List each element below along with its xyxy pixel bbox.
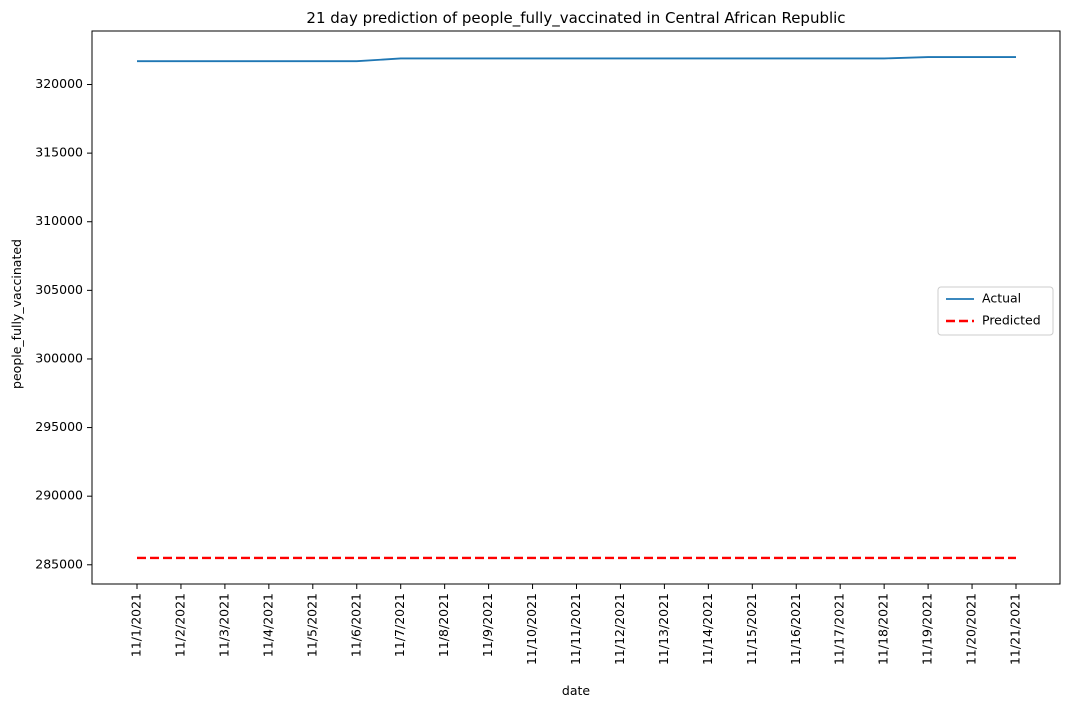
legend-label-actual: Actual — [982, 291, 1021, 306]
x-tick-label: 11/9/2021 — [480, 593, 495, 657]
y-tick-label: 285000 — [35, 556, 83, 571]
y-tick-label: 290000 — [35, 488, 83, 503]
x-tick-label: 11/7/2021 — [392, 593, 407, 657]
x-tick-label: 11/20/2021 — [964, 593, 979, 665]
x-tick-label: 11/8/2021 — [436, 593, 451, 657]
y-tick-label: 300000 — [35, 350, 83, 365]
x-tick-label: 11/6/2021 — [348, 593, 363, 657]
y-axis-label: people_fully_vaccinated — [9, 239, 24, 389]
chart-title: 21 day prediction of people_fully_vaccin… — [306, 9, 845, 28]
x-tick-label: 11/21/2021 — [1008, 593, 1023, 665]
y-tick-label: 305000 — [35, 282, 83, 297]
x-tick-label: 11/14/2021 — [700, 593, 715, 665]
x-axis-ticks: 11/1/2021 11/2/2021 11/3/2021 11/4/2021 11/5… — [129, 584, 1023, 665]
x-tick-label: 11/3/2021 — [216, 593, 231, 657]
x-tick-label: 11/18/2021 — [876, 593, 891, 665]
x-tick-label: 11/13/2021 — [656, 593, 671, 665]
legend-label-predicted: Predicted — [982, 313, 1041, 328]
x-tick-label: 11/15/2021 — [744, 593, 759, 665]
x-tick-label: 11/11/2021 — [568, 593, 583, 665]
x-tick-label: 11/10/2021 — [524, 593, 539, 665]
series-line-actual — [137, 56, 1016, 63]
y-tick-label: 295000 — [35, 419, 83, 434]
y-axis-ticks: 285000 290000 295000 300000 305000 310000 3150… — [35, 76, 92, 571]
x-tick-label: 11/12/2021 — [612, 593, 627, 665]
x-tick-label: 11/4/2021 — [260, 593, 275, 657]
legend: Actual Predicted — [937, 286, 1054, 336]
y-tick-label: 310000 — [35, 213, 83, 228]
y-tick-label: 315000 — [35, 145, 83, 160]
x-tick-label: 11/16/2021 — [788, 593, 803, 665]
x-tick-label: 11/2/2021 — [172, 593, 187, 657]
x-tick-label: 11/19/2021 — [920, 593, 935, 665]
x-tick-label: 11/1/2021 — [129, 593, 144, 657]
x-axis-label: date — [562, 683, 590, 698]
x-tick-label: 11/17/2021 — [832, 593, 847, 665]
x-tick-label: 11/5/2021 — [304, 593, 319, 657]
y-tick-label: 320000 — [35, 76, 83, 91]
